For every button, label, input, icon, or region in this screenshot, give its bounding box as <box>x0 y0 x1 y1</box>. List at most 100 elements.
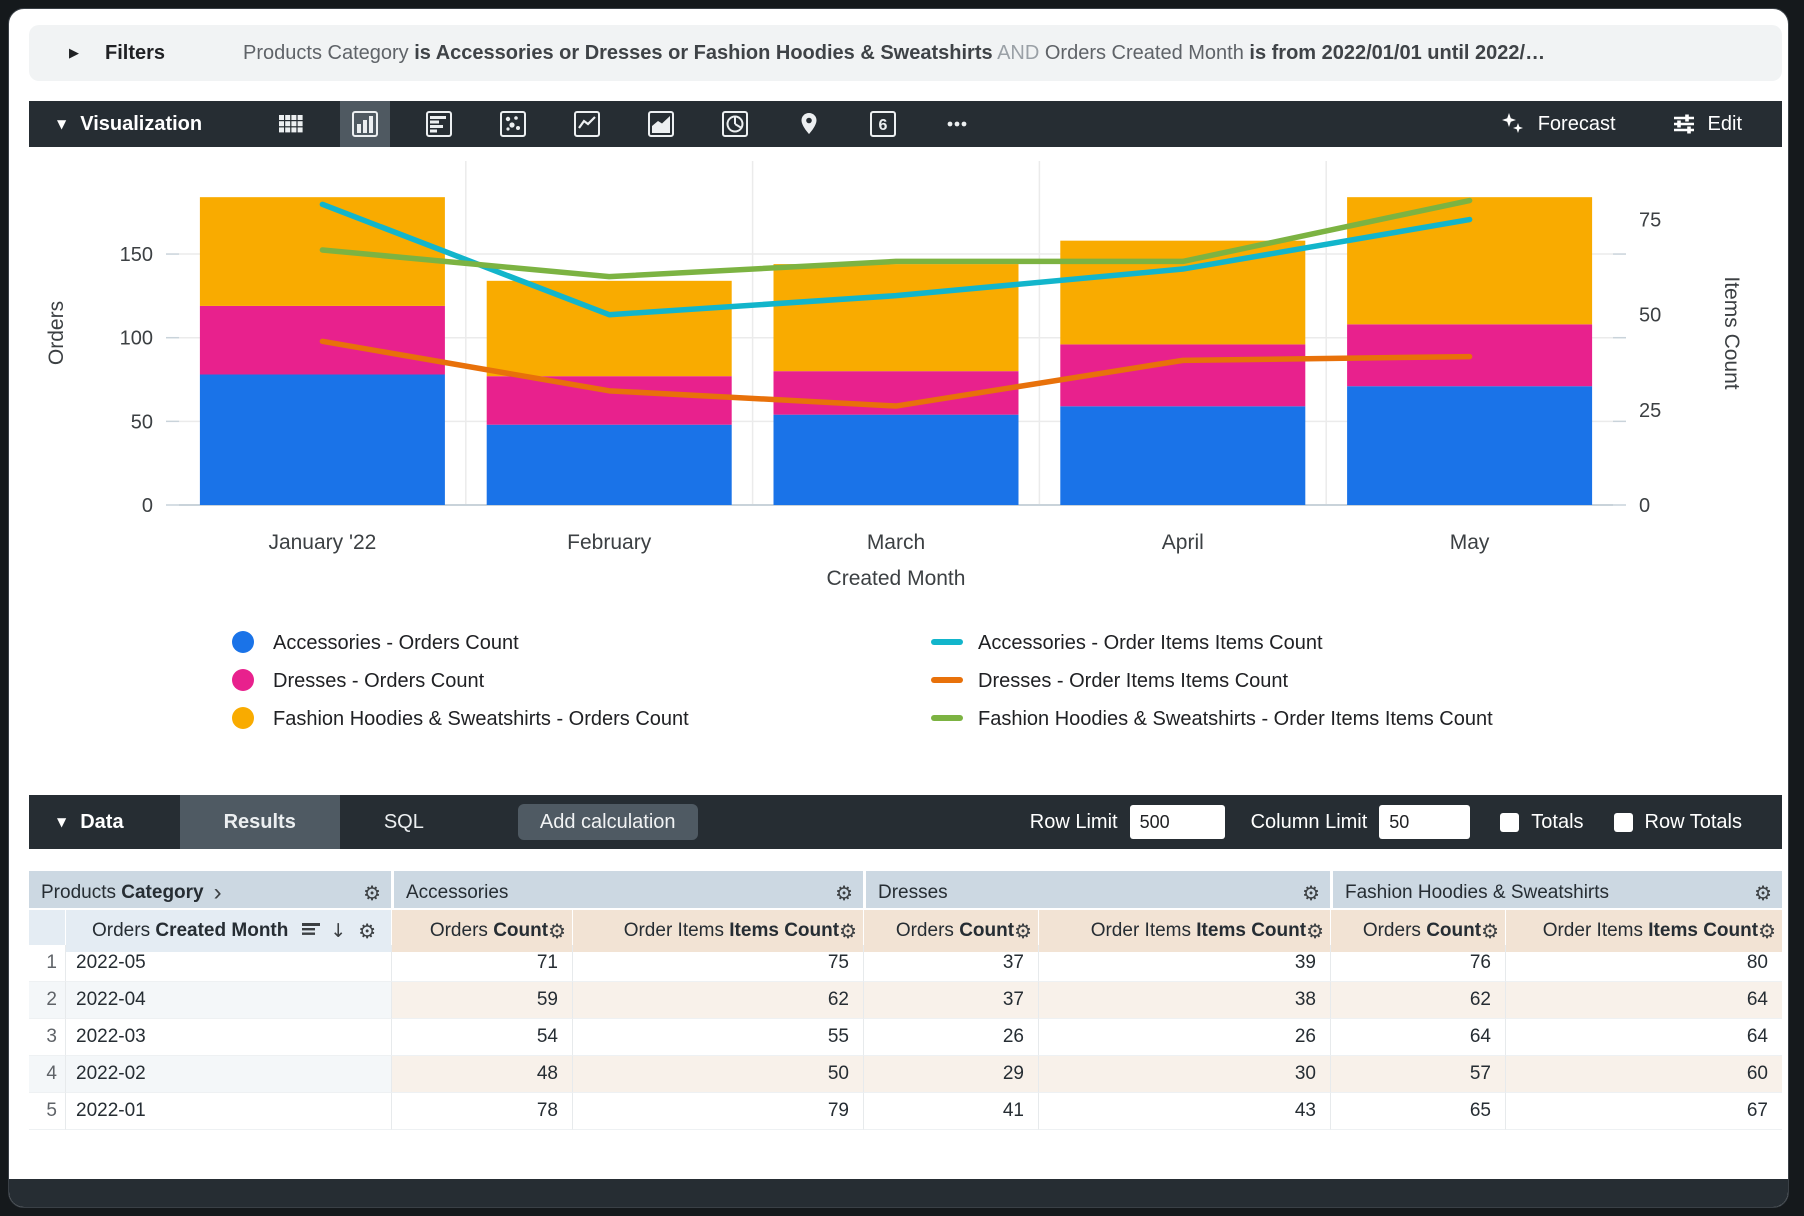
column-header-measure[interactable]: Orders Count ⚙ <box>863 908 1038 952</box>
data-line[interactable] <box>319 197 1473 280</box>
gear-icon[interactable]: ⚙ <box>835 881 853 905</box>
table-cell-value[interactable]: 62 <box>1330 982 1505 1019</box>
table-cell-value[interactable]: 41 <box>863 1093 1038 1130</box>
group-header-measure[interactable]: Accessories ⚙ <box>391 871 863 915</box>
table-cell-value[interactable]: 64 <box>1505 982 1782 1019</box>
table-cell-value[interactable]: 26 <box>863 1019 1038 1056</box>
legend-label[interactable]: Accessories - Orders Count <box>273 632 519 654</box>
gear-icon[interactable]: ⚙ <box>1754 881 1772 905</box>
viz-type-line-button[interactable] <box>562 101 612 147</box>
table-cell-value[interactable]: 80 <box>1505 945 1782 982</box>
table-cell-dimension[interactable]: 2022-02 <box>65 1056 391 1093</box>
column-header-measure[interactable]: Orders Count ⚙ <box>391 908 572 952</box>
table-cell-value[interactable]: 30 <box>1038 1056 1330 1093</box>
gear-icon[interactable]: ⚙ <box>1014 919 1032 943</box>
table-cell-value[interactable]: 54 <box>391 1019 572 1056</box>
column-header-measure[interactable]: Order Items Items Count ⚙ <box>572 908 863 952</box>
table-cell-value[interactable]: 79 <box>572 1093 863 1130</box>
table-cell-value[interactable]: 29 <box>863 1056 1038 1093</box>
gear-icon[interactable]: ⚙ <box>1481 919 1499 943</box>
table-cell-dimension[interactable]: 2022-05 <box>65 945 391 982</box>
table-cell-value[interactable]: 26 <box>1038 1019 1330 1056</box>
gear-icon[interactable]: ⚙ <box>1306 919 1324 943</box>
viz-type-pie-button[interactable] <box>710 101 760 147</box>
add-calculation-button[interactable]: Add calculation <box>517 804 698 840</box>
table-cell-value[interactable]: 64 <box>1505 1019 1782 1056</box>
table-cell-value[interactable]: 37 <box>863 982 1038 1019</box>
legend-label[interactable]: Accessories - Order Items Items Count <box>978 632 1323 654</box>
tab-sql[interactable]: SQL <box>383 810 424 833</box>
table-cell-value[interactable]: 76 <box>1330 945 1505 982</box>
bar-segment[interactable] <box>486 280 732 377</box>
tab-results[interactable]: Results <box>179 795 340 849</box>
viz-type-single-value-button[interactable]: 6 <box>858 101 908 147</box>
legend-label[interactable]: Fashion Hoodies & Sweatshirts - Orders C… <box>273 708 689 730</box>
viz-type-map-button[interactable] <box>784 101 834 147</box>
group-header-dimension[interactable]: Products Category › ⚙ <box>29 871 391 915</box>
viz-type-column-button[interactable] <box>340 101 391 147</box>
data-collapse-icon[interactable]: ▼ <box>57 815 67 829</box>
column-limit-input[interactable] <box>1379 805 1471 839</box>
bar-segment[interactable] <box>486 424 732 505</box>
edit-button[interactable]: Edit <box>1672 112 1742 136</box>
bar-segment[interactable] <box>773 264 1019 372</box>
data-line[interactable] <box>319 201 1473 318</box>
table-cell-value[interactable]: 39 <box>1038 945 1330 982</box>
table-cell-value[interactable]: 38 <box>1038 982 1330 1019</box>
gear-icon[interactable]: ⚙ <box>1758 919 1776 943</box>
gear-icon[interactable]: ⚙ <box>358 919 377 943</box>
legend-label[interactable]: Dresses - Orders Count <box>273 670 485 692</box>
table-cell-dimension[interactable]: 2022-04 <box>65 982 391 1019</box>
table-cell-value[interactable]: 57 <box>1330 1056 1505 1093</box>
viz-type-scatter-button[interactable] <box>488 101 538 147</box>
group-header-measure[interactable]: Fashion Hoodies & Sweatshirts ⚙ <box>1330 871 1782 915</box>
sort-desc-icon[interactable]: ↓ <box>330 920 347 942</box>
column-header-orders-created-month[interactable]: Orders Created Month ↓ ⚙ <box>65 908 391 952</box>
legend-label[interactable]: Fashion Hoodies & Sweatshirts - Order It… <box>978 708 1493 730</box>
table-cell-value[interactable]: 62 <box>572 982 863 1019</box>
table-cell-value[interactable]: 60 <box>1505 1056 1782 1093</box>
forecast-button[interactable]: Forecast <box>1500 111 1616 137</box>
table-cell-value[interactable]: 67 <box>1505 1093 1782 1130</box>
filters-bar[interactable]: ▶ Filters Products Category is Accessori… <box>29 25 1782 81</box>
table-cell-dimension[interactable]: 2022-01 <box>65 1093 391 1130</box>
table-cell-value[interactable]: 75 <box>572 945 863 982</box>
table-cell-value[interactable]: 78 <box>391 1093 572 1130</box>
row-limit-input[interactable] <box>1129 805 1225 839</box>
gear-icon[interactable]: ⚙ <box>1302 881 1320 905</box>
table-cell-value[interactable]: 55 <box>572 1019 863 1056</box>
table-cell-value[interactable]: 71 <box>391 945 572 982</box>
table-cell-dimension[interactable]: 2022-03 <box>65 1019 391 1056</box>
totals-checkbox[interactable] <box>1500 812 1520 832</box>
bar-segment[interactable] <box>199 374 445 505</box>
table-cell-value[interactable]: 65 <box>1330 1093 1505 1130</box>
table-cell-value[interactable]: 37 <box>863 945 1038 982</box>
column-header-measure[interactable]: Orders Count ⚙ <box>1330 908 1505 952</box>
gear-icon[interactable]: ⚙ <box>548 919 566 943</box>
viz-type-area-button[interactable] <box>636 101 686 147</box>
group-header-measure[interactable]: Dresses ⚙ <box>863 871 1330 915</box>
table-cell-value[interactable]: 64 <box>1330 1019 1505 1056</box>
bar-segment[interactable] <box>773 414 1019 505</box>
table-cell-value[interactable]: 59 <box>391 982 572 1019</box>
table-cell-value[interactable]: 43 <box>1038 1093 1330 1130</box>
table-cell-value[interactable]: 50 <box>572 1056 863 1093</box>
column-header-measure[interactable]: Order Items Items Count ⚙ <box>1038 908 1330 952</box>
legend-label[interactable]: Dresses - Order Items Items Count <box>978 670 1289 692</box>
bar-segment[interactable] <box>1060 240 1306 345</box>
bar-segment[interactable] <box>1347 386 1593 505</box>
subtotal-rows-icon[interactable] <box>302 920 321 942</box>
filters-expand-icon[interactable]: ▶ <box>69 45 79 61</box>
column-header-measure[interactable]: Order Items Items Count ⚙ <box>1505 908 1782 952</box>
table-cell-value[interactable]: 48 <box>391 1056 572 1093</box>
expand-chevron-icon[interactable]: › <box>213 879 222 906</box>
viz-type-more-button[interactable] <box>932 101 982 147</box>
viz-type-table-button[interactable] <box>266 101 316 147</box>
bar-segment[interactable] <box>486 376 732 425</box>
bar-segment[interactable] <box>1060 406 1306 505</box>
gear-icon[interactable]: ⚙ <box>839 919 857 943</box>
visualization-collapse-icon[interactable]: ▼ <box>57 117 67 131</box>
viz-type-bar-button[interactable] <box>414 101 464 147</box>
row-totals-checkbox[interactable] <box>1613 812 1633 832</box>
gear-icon[interactable]: ⚙ <box>363 881 381 905</box>
